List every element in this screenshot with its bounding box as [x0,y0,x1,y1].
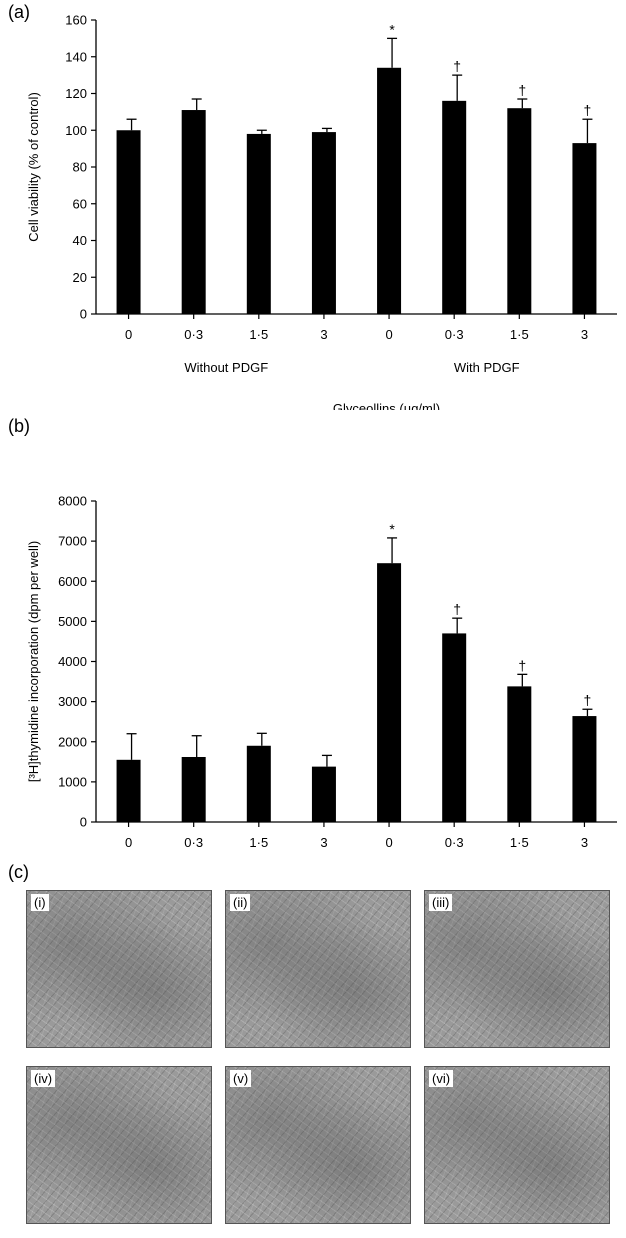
panel-label-a: (a) [8,2,30,22]
x-tick-label: 3 [581,327,588,342]
bar [377,67,402,315]
micrograph-image: (iv) [26,1066,212,1224]
x-tick-label: 1·5 [249,835,268,850]
bar [442,100,467,314]
micrograph-label: (ii) [230,894,251,911]
y-tick-label: 0 [80,307,87,322]
y-tick-label: 40 [73,233,87,248]
y-tick-label: 80 [73,160,87,175]
y-tick-label: 7000 [58,534,87,549]
micrograph-grid: (i) (ii) (iii) (iv) (v) (vi) [26,890,616,1230]
significance-marker: † [453,601,461,617]
bar [442,633,467,822]
x-tick-label: 3 [320,327,327,342]
y-tick-label: 120 [65,86,87,101]
x-tick-label: 0 [385,835,392,850]
y-tick-label: 140 [65,49,87,64]
y-tick-label: 60 [73,196,87,211]
y-tick-label: 4000 [58,654,87,669]
micrograph-image: (vi) [424,1066,610,1224]
y-tick-label: 160 [65,13,87,28]
bar [507,686,532,822]
x-tick-label: 0 [125,327,132,342]
x-tick-label: 1·5 [510,835,529,850]
panel-label-b: (b) [8,416,30,436]
significance-marker: † [584,102,592,118]
x-tick-label: 0 [125,835,132,850]
group-label: With PDGF [454,360,520,375]
y-tick-label: 0 [80,815,87,830]
micrograph-label: (i) [31,894,49,911]
x-tick-label: 0·3 [184,327,203,342]
chart-a: 0 20 40 60 80 100 120 140 160 0 0·3 1·5 3 * 0 † 0·3 † 1·5 †… [26,13,617,410]
chart-b: 0 1000 2000 3000 4000 5000 6000 7000 8000 0 0·3 1·5… [26,494,617,850]
bar [572,716,597,822]
x-tick-label: 0·3 [184,835,203,850]
significance-marker: † [518,82,526,98]
micrograph-image: (i) [26,890,212,1048]
significance-marker: † [453,58,461,74]
bar [246,745,271,822]
micrograph-label: (v) [230,1070,252,1087]
x-tick-label: 1·5 [249,327,268,342]
y-tick-label: 5000 [58,614,87,629]
y-tick-label: 8000 [58,494,87,509]
bar [377,563,402,822]
y-tick-label: 6000 [58,574,87,589]
y-tick-label: 100 [65,123,87,138]
y-axis-title: [³H]thymidine incorporation (dpm per wel… [26,541,41,782]
y-tick-label: 2000 [58,734,87,749]
bar [572,143,597,314]
y-axis-title: Cell viability (% of control) [26,92,41,242]
micrograph-label: (vi) [429,1070,454,1087]
x-tick-label: 1·5 [510,327,529,342]
x-tick-label: 0·3 [445,835,464,850]
x-tick-label: 3 [581,835,588,850]
micrograph-image: (ii) [225,890,411,1048]
micrograph-label: (iv) [31,1070,56,1087]
micrograph-image: (v) [225,1066,411,1224]
bar [181,110,206,314]
bar [246,133,271,314]
bar [507,108,532,314]
panel-label-c: (c) [8,862,29,882]
micrograph-image: (iii) [424,890,610,1048]
x-tick-label: 3 [320,835,327,850]
x-tick-label: 0 [385,327,392,342]
x-axis-title: Glyceollins (µg/ml) [333,401,440,410]
micrograph-label: (iii) [429,894,453,911]
significance-marker: † [518,657,526,673]
bar [311,766,336,822]
significance-marker: * [389,21,395,37]
bar [116,130,141,314]
bar [181,756,206,822]
significance-marker: * [389,521,395,537]
significance-marker: † [584,692,592,708]
group-label: Without PDGF [184,360,268,375]
y-tick-label: 1000 [58,774,87,789]
x-tick-label: 0·3 [445,327,464,342]
bar [116,759,141,822]
y-tick-label: 3000 [58,694,87,709]
y-tick-label: 20 [73,270,87,285]
bar [311,132,336,314]
